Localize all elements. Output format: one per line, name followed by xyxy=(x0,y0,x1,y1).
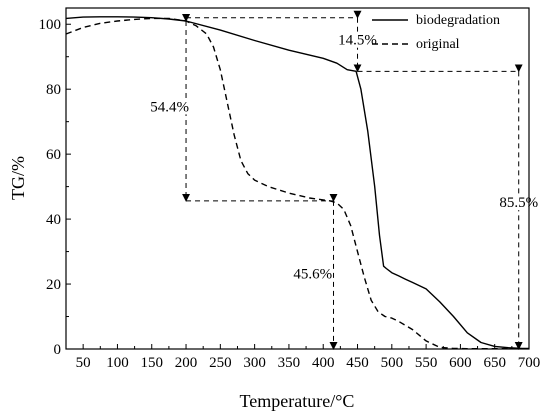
series-line-biodegradation xyxy=(65,16,529,350)
x-tick-label: 50 xyxy=(76,355,91,371)
x-tick-label: 500 xyxy=(381,355,404,371)
annotation-label-bg xyxy=(336,31,379,48)
annotation-label: 14.5% xyxy=(338,33,377,49)
x-tick-label: 400 xyxy=(312,355,335,371)
x-tick-label: 150 xyxy=(140,355,163,371)
y-tick-label: 40 xyxy=(46,212,61,228)
annotation-label: 45.6% xyxy=(293,267,332,283)
y-ticks: 0 20 40 60 80 100 xyxy=(39,17,71,358)
annotation-label-bg xyxy=(290,265,333,282)
y-tick-label: 20 xyxy=(46,277,61,293)
data-layer xyxy=(65,16,529,350)
x-tick-label: 550 xyxy=(415,355,438,371)
annotation-label-bg xyxy=(148,98,191,115)
x-axis-title: Temperature/°C xyxy=(240,391,355,411)
x-tick-label: 700 xyxy=(518,355,541,371)
annotation-label: 85.5% xyxy=(499,195,538,211)
x-tick-label: 350 xyxy=(278,355,301,371)
x-tick-label: 250 xyxy=(209,355,232,371)
y-tick-label: 0 xyxy=(54,342,62,358)
x-ticks: 50 100 150 200 250 300 350 400 450 500 550 600 650 70… xyxy=(76,344,541,371)
legend-label-original: original xyxy=(416,37,460,52)
y-axis-title: TG/% xyxy=(8,156,28,200)
series-line-original xyxy=(65,17,529,350)
y-tick-label: 80 xyxy=(46,82,61,98)
y-tick-label: 60 xyxy=(46,147,61,163)
x-tick-label: 300 xyxy=(243,355,266,371)
y-tick-label: 100 xyxy=(39,17,62,33)
x-tick-label: 600 xyxy=(449,355,472,371)
legend: biodegradation original xyxy=(372,13,500,52)
legend-label-biodegradation: biodegradation xyxy=(416,13,500,28)
plot-frame xyxy=(65,7,530,350)
x-tick-label: 650 xyxy=(483,355,506,371)
x-tick-label: 100 xyxy=(106,355,129,371)
x-tick-label: 200 xyxy=(175,355,198,371)
x-tick-label: 450 xyxy=(346,355,369,371)
annotation-label: 54.4% xyxy=(150,99,189,115)
